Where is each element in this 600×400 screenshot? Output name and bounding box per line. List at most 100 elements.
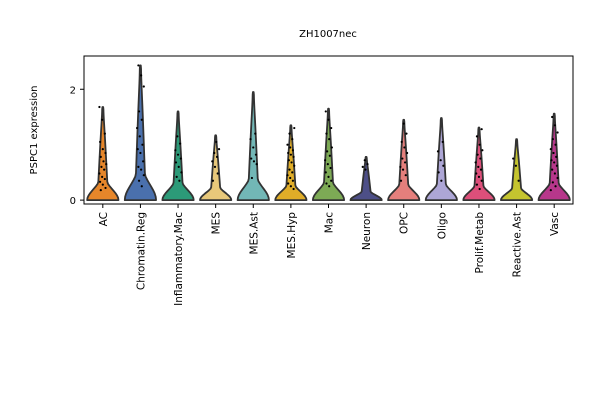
- data-point: [292, 187, 295, 191]
- data-point: [554, 143, 557, 146]
- data-point: [406, 151, 409, 155]
- data-point: [551, 138, 554, 141]
- data-point: [289, 146, 292, 149]
- data-point: [479, 168, 483, 171]
- data-point: [104, 151, 107, 155]
- data-point: [324, 110, 327, 113]
- data-point: [288, 132, 291, 135]
- data-point: [512, 157, 515, 160]
- data-point: [477, 165, 480, 168]
- data-point: [402, 122, 405, 125]
- x-tick-label: Reactive.Ast: [512, 212, 524, 277]
- data-point: [551, 168, 554, 171]
- x-tick-label: Mac: [324, 212, 336, 233]
- data-point: [436, 150, 440, 153]
- data-point: [176, 153, 180, 156]
- data-point: [252, 160, 256, 163]
- x-tick-label: Neuron: [361, 212, 373, 250]
- data-point: [178, 179, 181, 182]
- data-point: [104, 186, 107, 190]
- data-point: [286, 174, 289, 177]
- data-point: [135, 126, 139, 130]
- data-point: [287, 159, 290, 162]
- data-point: [249, 138, 252, 141]
- violin-opc: [387, 118, 421, 202]
- data-point: [330, 179, 333, 182]
- data-point: [404, 174, 407, 177]
- data-point: [330, 126, 333, 130]
- violin-reactive-ast: [500, 138, 534, 202]
- data-point: [293, 126, 296, 130]
- x-tick-label: Prolif.Metab: [474, 212, 486, 274]
- data-point: [101, 183, 104, 186]
- data-point: [142, 160, 145, 163]
- data-point: [439, 159, 442, 162]
- data-point: [255, 162, 258, 166]
- data-point: [549, 148, 552, 151]
- data-point: [140, 168, 143, 171]
- data-point: [400, 140, 403, 144]
- data-point: [441, 140, 444, 144]
- data-point: [291, 179, 295, 182]
- data-point: [551, 181, 554, 184]
- violin-oligo: [424, 117, 458, 202]
- data-point: [480, 179, 483, 182]
- x-tick-label: AC: [98, 212, 110, 226]
- data-point: [478, 187, 481, 191]
- data-point: [138, 135, 141, 138]
- data-point: [286, 143, 289, 146]
- data-point: [105, 162, 108, 166]
- data-point: [328, 154, 331, 157]
- data-point: [137, 179, 141, 182]
- data-point: [324, 159, 327, 162]
- data-point: [180, 171, 183, 174]
- data-point: [329, 166, 332, 170]
- data-point: [479, 157, 482, 160]
- data-point: [101, 175, 104, 178]
- data-point: [213, 151, 216, 155]
- data-point: [291, 138, 294, 141]
- data-point: [405, 132, 408, 135]
- data-point: [250, 157, 253, 160]
- violin-prolif-metab: [462, 126, 496, 202]
- x-tick-label: MES.Ast: [248, 212, 260, 254]
- data-point: [330, 146, 333, 149]
- data-point: [550, 159, 553, 162]
- data-point: [480, 128, 483, 131]
- data-point: [328, 185, 331, 188]
- data-point: [137, 110, 141, 113]
- data-point: [103, 168, 106, 171]
- x-tick-label: Chromatin.Reg: [135, 212, 147, 290]
- y-tick-label: 2: [70, 85, 76, 96]
- data-point: [476, 153, 479, 156]
- violin-layer: [86, 64, 571, 202]
- x-tick-label: Oligo: [436, 212, 448, 239]
- data-point: [399, 165, 402, 168]
- data-point: [477, 175, 481, 178]
- data-point: [442, 164, 445, 167]
- data-point: [254, 153, 258, 156]
- data-point: [289, 185, 292, 188]
- data-point: [553, 161, 556, 164]
- data-point: [291, 149, 295, 152]
- data-point: [103, 132, 106, 135]
- data-point: [554, 185, 557, 188]
- data-point: [366, 162, 369, 166]
- x-tick-label: MES: [211, 212, 223, 235]
- data-point: [99, 180, 102, 183]
- data-point: [553, 172, 556, 175]
- data-point: [215, 140, 218, 144]
- data-point: [327, 175, 330, 178]
- data-point: [142, 174, 145, 177]
- data-point: [216, 172, 219, 175]
- data-point: [440, 179, 443, 182]
- data-point: [552, 151, 555, 155]
- violin-mes-ast: [236, 91, 270, 202]
- axes-layer: 0 2 AC Chromatin.Reg Inflammatory.Mac MES MES.…: [70, 55, 574, 306]
- data-point: [174, 149, 177, 152]
- data-point: [211, 160, 214, 163]
- data-point: [179, 157, 182, 160]
- data-point: [140, 118, 143, 121]
- data-point: [475, 172, 478, 175]
- data-point: [252, 146, 255, 149]
